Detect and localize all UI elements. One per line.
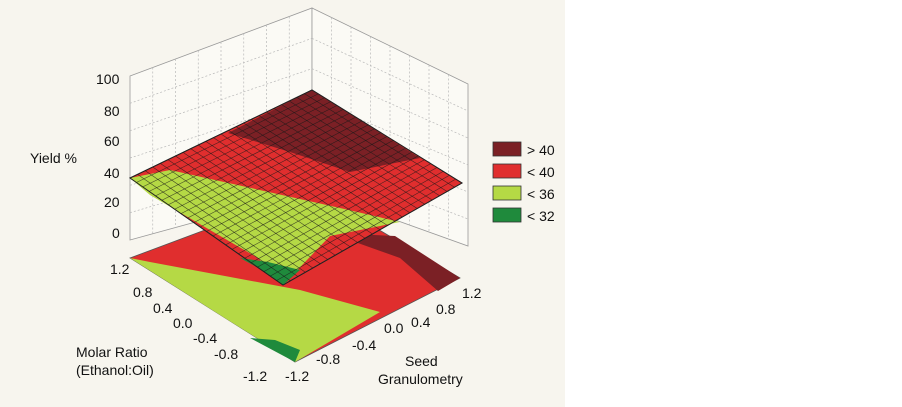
legend-label: > 40 — [527, 142, 555, 158]
x-tick-label: 0.4 — [153, 300, 173, 316]
floor-region-green — [250, 338, 300, 362]
surface-region-lime — [130, 170, 400, 285]
y-tick-label: 0.4 — [411, 314, 431, 330]
z-tick-label: 60 — [104, 133, 120, 149]
y-tick-label: 0.0 — [384, 320, 404, 336]
legend-swatch — [492, 207, 522, 223]
x-tick-label: 0.0 — [173, 315, 193, 331]
grid-line — [129, 38, 313, 104]
surface-mesh — [136, 93, 456, 281]
legend-swatch — [492, 141, 522, 157]
y-axis-title-line2: Granulometry — [378, 371, 463, 387]
y-tick-label: -1.2 — [285, 368, 309, 384]
x-tick-label: -0.4 — [193, 330, 217, 346]
mesh-line — [289, 100, 440, 197]
grid-line — [311, 38, 469, 112]
legend-label: < 32 — [527, 208, 555, 224]
y-tick-label: -0.4 — [352, 337, 376, 353]
z-tick-label: 0 — [112, 225, 120, 241]
y-tick-label: -0.8 — [316, 351, 340, 367]
floor-region-lime — [130, 258, 380, 362]
legend: > 40 < 40 < 36 < 32 — [492, 141, 555, 224]
y-axis-title-line1: Seed — [405, 353, 438, 369]
x-axis-title-line1: Molar Ratio — [76, 344, 148, 360]
x-tick-label: -0.8 — [214, 346, 238, 362]
mesh-line — [263, 171, 444, 272]
x-tick-label: 1.2 — [110, 261, 130, 277]
mesh-line — [257, 167, 438, 268]
z-axis-title: Yield % — [30, 150, 77, 166]
grid-line — [129, 68, 313, 131]
mesh-line — [270, 174, 450, 277]
z-tick-label: 100 — [96, 71, 120, 87]
surface-region-green — [240, 258, 300, 285]
legend-label: < 36 — [527, 186, 555, 202]
mesh-line — [296, 97, 448, 192]
y-tick-label: 0.8 — [436, 301, 456, 317]
z-tick-label: 20 — [104, 194, 120, 210]
x-tick-label: 0.8 — [133, 284, 153, 300]
z-tick-label: 80 — [104, 103, 120, 119]
legend-label: < 40 — [527, 164, 555, 180]
floor-region-dark — [330, 233, 460, 291]
z-tick-label: 40 — [104, 165, 120, 181]
grid-line — [311, 68, 469, 139]
x-tick-label: -1.2 — [243, 368, 267, 384]
x-axis-title-line2: (Ethanol:Oil) — [76, 362, 154, 378]
mesh-line — [304, 93, 455, 188]
mesh-line — [276, 178, 456, 281]
legend-swatch — [492, 185, 522, 201]
legend-swatch — [492, 163, 522, 179]
y-tick-label: 1.2 — [462, 285, 482, 301]
